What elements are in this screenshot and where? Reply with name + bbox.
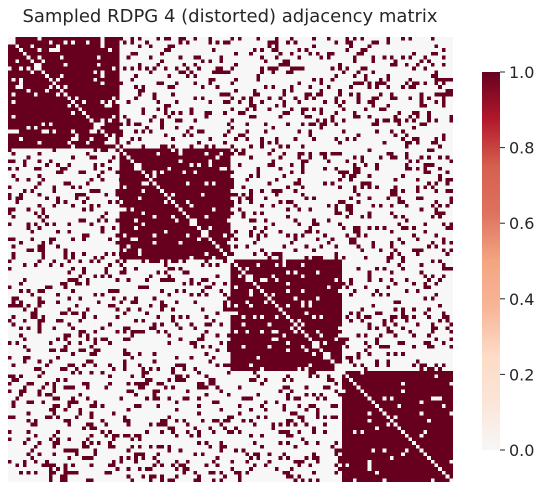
colorbar-ticks: 0.0 0.2 0.4 0.6 0.8 1.0 <box>500 63 534 460</box>
colorbar-tick-label: 0.0 <box>509 441 534 460</box>
chart-title: Sampled RDPG 4 (distorted) adjacency mat… <box>22 6 437 27</box>
heatmap-filled-cells <box>8 37 453 482</box>
colorbar-tick-label: 1.0 <box>509 63 534 82</box>
colorbar-tick-label: 0.4 <box>509 290 534 309</box>
colorbar-tick-label: 0.2 <box>509 365 534 384</box>
heatmap-background <box>8 37 453 482</box>
colorbar: 0.0 0.2 0.4 0.6 0.8 1.0 <box>482 63 534 460</box>
colorbar-gradient <box>482 72 500 450</box>
heatmap-cells <box>8 37 453 482</box>
colorbar-tick-label: 0.6 <box>509 214 534 233</box>
colorbar-tick-label: 0.8 <box>509 139 534 158</box>
